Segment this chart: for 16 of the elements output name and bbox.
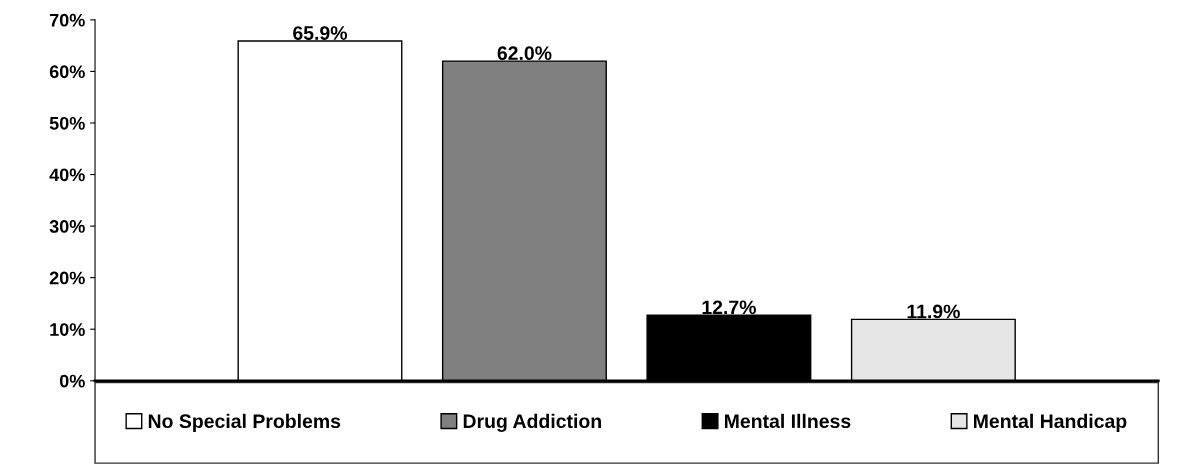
text: 11.9% (907, 304, 960, 319)
legend-label: Mental Handicap (974, 413, 1127, 432)
y-tick-label: 0% (59, 374, 85, 388)
text: 62.0% (497, 46, 552, 61)
y-tick-label: 10% (50, 323, 85, 336)
y-tick-label: 70% (49, 13, 85, 27)
y-tick-label: 50% (49, 116, 85, 130)
y-tick-label: 20% (49, 271, 85, 285)
legend-label: Drug Addiction (463, 413, 601, 432)
legend-label: No Special Problems (148, 413, 341, 432)
text: 65.9% (293, 26, 348, 40)
y-tick-label: 60% (49, 65, 85, 79)
legend-label: Mental Illness (724, 413, 851, 429)
text: 12.7% (702, 300, 756, 315)
y-tick-label: 40% (49, 168, 85, 182)
y-tick-label: 30% (49, 220, 85, 233)
